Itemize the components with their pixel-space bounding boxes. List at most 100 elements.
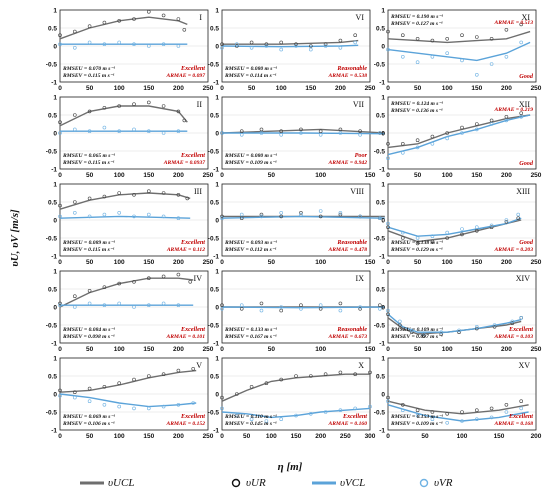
data-point-vur (102, 194, 107, 199)
rmse-v: RMSEV = 0.114 m s⁻¹ (224, 73, 277, 79)
data-point-vur (474, 229, 479, 233)
panel-id: XII (519, 100, 530, 109)
data-point-vur (338, 127, 343, 132)
series-line-vucl (59, 105, 188, 127)
data-point-vvr (58, 303, 62, 308)
performance: Good (519, 239, 534, 246)
data-point-vvr (504, 410, 509, 414)
data-point-vvr (147, 406, 151, 411)
series-line-vvcl (221, 215, 385, 219)
data-point-vur (308, 374, 313, 378)
series-line-vucl (222, 39, 359, 45)
data-point-vvr (279, 305, 284, 309)
y-tick-label: 0 (53, 43, 57, 50)
x-tick-label: 50 (86, 172, 94, 179)
data-point-vur (176, 193, 181, 197)
data-point-vur (235, 44, 239, 48)
data-point-vur (117, 104, 121, 108)
y-tick-label: -1 (51, 340, 57, 347)
data-point-vvr (259, 214, 264, 219)
x-tick-label: 100 (276, 85, 287, 92)
x-tick-label: 0 (220, 346, 224, 353)
data-point-vur (73, 113, 77, 117)
data-point-vur (279, 214, 284, 219)
data-point-vur (430, 410, 435, 414)
data-point-vur (338, 212, 343, 217)
data-point-vur (489, 406, 494, 411)
data-point-vvr (161, 301, 166, 306)
panel-id: XI (522, 13, 531, 22)
data-point-vur (504, 27, 509, 32)
chart-panel-VI: -1 -0.5 0 0.5 1 0 50 100 150 200 250 VI RMSEU = 0.08… (208, 7, 376, 92)
x-tick-label: 50 (268, 172, 276, 179)
y-tick-label: 0 (53, 130, 57, 137)
x-tick-label: 100 (114, 85, 125, 92)
data-point-vvr (318, 133, 323, 137)
chart-panel-XI: -1 -0.5 0 0.5 1 0 50 100 150 200 250 XI RMSEU = 0.19… (374, 7, 542, 92)
panel-id: V (196, 361, 202, 370)
data-point-vvr (519, 406, 524, 411)
y-tick-label: 0.5 (210, 286, 219, 293)
y-tick-label: -0.5 (46, 409, 58, 416)
x-tick-label: 50 (248, 85, 256, 92)
y-tick-label: 1 (215, 7, 219, 14)
data-point-vvr (279, 133, 284, 137)
panel-id: I (199, 13, 202, 22)
x-tick-label: 250 (531, 259, 542, 266)
performance: Good (519, 73, 534, 80)
series-line-vvcl (387, 114, 531, 156)
y-tick-label: 0.5 (376, 25, 385, 32)
data-point-vvr (308, 47, 313, 52)
data-point-vur (299, 303, 303, 308)
rmse-v: RMSEV = 0.145 m s⁻¹ (224, 421, 277, 427)
data-point-vvr (415, 145, 420, 150)
data-point-vur (474, 35, 479, 39)
x-tick-label: 0 (386, 346, 390, 353)
x-tick-label: 200 (531, 433, 542, 440)
data-point-vvr (73, 45, 77, 50)
chart-panel-XIII: -1 -0.5 0 0.5 1 0 50 100 150 200 250 XIII RMSEU = 0.… (374, 181, 542, 266)
y-tick-label: -0.5 (374, 235, 386, 242)
data-point-vur (58, 203, 62, 208)
chart-panel-XIV: -1 -0.5 0 0.5 1 0 50 100 150 200 250 XIV RMSEU = 0.1… (374, 268, 542, 353)
data-point-vur (323, 42, 328, 47)
rmse-u: RMSEU = 0.138 m s⁻¹ (390, 240, 443, 246)
data-point-vur (430, 134, 435, 139)
data-point-vur (386, 142, 390, 146)
x-tick-label: 100 (442, 346, 453, 353)
y-tick-label: -1 (379, 253, 385, 260)
x-tick-label: 0 (386, 172, 390, 179)
data-point-vur (176, 368, 181, 373)
data-point-vur (161, 274, 166, 279)
data-point-vvr (147, 44, 151, 48)
data-point-vur (239, 129, 244, 133)
chart-panel-XII: -1 -0.5 0 0.5 1 0 50 100 150 200 250 XII RMSEU = 0.1… (374, 94, 542, 179)
data-point-vvr (102, 402, 107, 407)
rmse-u: RMSEU = 0.124 m s⁻¹ (390, 101, 443, 107)
y-tick-label: 0.5 (376, 199, 385, 206)
series-line-vucl (387, 219, 522, 243)
y-tick-label: 0 (381, 391, 385, 398)
y-tick-label: 1 (381, 181, 385, 188)
data-point-vur (323, 372, 328, 377)
data-point-vvr (386, 156, 390, 160)
y-tick-label: 1 (381, 355, 385, 362)
data-point-vur (457, 330, 461, 335)
y-tick-label: 1 (381, 94, 385, 101)
rmse-u: RMSEU = 0.080 m s⁻¹ (224, 153, 277, 159)
data-point-vvr (87, 399, 92, 404)
data-point-vvr (409, 328, 414, 333)
data-point-vvr (132, 305, 136, 309)
data-point-vvr (294, 44, 298, 48)
data-point-vvr (421, 332, 426, 336)
data-point-vvr (73, 211, 77, 215)
data-point-vur (102, 106, 107, 110)
y-tick-label: 0 (53, 217, 57, 224)
data-point-vur (87, 109, 92, 114)
data-point-vvr (220, 306, 224, 311)
data-point-vur (188, 279, 193, 284)
data-point-vvr (87, 40, 92, 45)
data-point-vur (147, 10, 151, 14)
x-tick-label: 250 (203, 85, 214, 92)
rmse-u: RMSEU = 0.110 m s⁻¹ (224, 414, 277, 420)
